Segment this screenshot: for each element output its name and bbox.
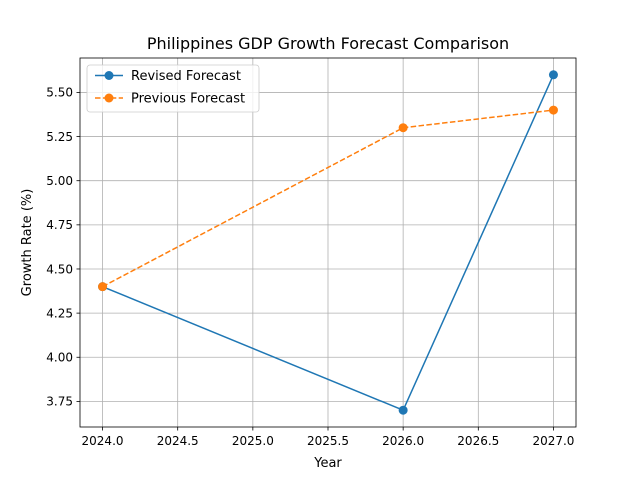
data-point-revised-forecast: [398, 405, 408, 415]
x-axis-label: Year: [313, 456, 342, 471]
x-tick-label: 2024.0: [82, 434, 124, 448]
legend-label-revised-forecast: Revised Forecast: [131, 69, 241, 84]
y-tick-label: 5.50: [46, 86, 73, 100]
legend-box: [86, 64, 260, 113]
data-point-previous-forecast: [548, 105, 558, 115]
y-tick-label: 4.00: [46, 351, 73, 365]
legend-marker-previous-forecast: [104, 93, 114, 103]
y-tick-label: 4.25: [46, 306, 73, 320]
legend-label-previous-forecast: Previous Forecast: [131, 92, 245, 107]
chart-title: Philippines GDP Growth Forecast Comparis…: [147, 34, 509, 53]
legend-marker-revised-forecast: [104, 71, 114, 80]
y-tick-label: 4.75: [46, 218, 73, 232]
y-tick-label: 5.00: [46, 174, 73, 188]
grid: [80, 58, 576, 427]
y-tick-label: 3.75: [46, 395, 73, 409]
legend: Revised Forecast Previous Forecast: [86, 64, 260, 113]
series-layer: [98, 70, 558, 415]
x-axis-ticks: 2024.0 2024.5 2025.0 2025.5 2026.0 2026.5 2027…: [82, 427, 574, 448]
y-axis-ticks: 3.75 4.00 4.25 4.50 4.75 5.00 5.25 5.50: [46, 86, 80, 409]
x-tick-label: 2026.5: [457, 434, 499, 448]
x-tick-label: 2025.5: [307, 434, 349, 448]
data-point-revised-forecast: [548, 70, 558, 80]
x-tick-label: 2024.5: [157, 434, 199, 448]
data-point-previous-forecast: [398, 123, 408, 133]
y-tick-label: 5.25: [46, 130, 73, 144]
x-tick-label: 2026.0: [382, 434, 424, 448]
x-tick-label: 2025.0: [232, 434, 274, 448]
y-axis-label: Growth Rate (%): [20, 189, 35, 297]
x-tick-label: 2027.0: [532, 434, 574, 448]
y-tick-label: 4.50: [46, 262, 73, 276]
data-point-previous-forecast: [98, 282, 108, 292]
